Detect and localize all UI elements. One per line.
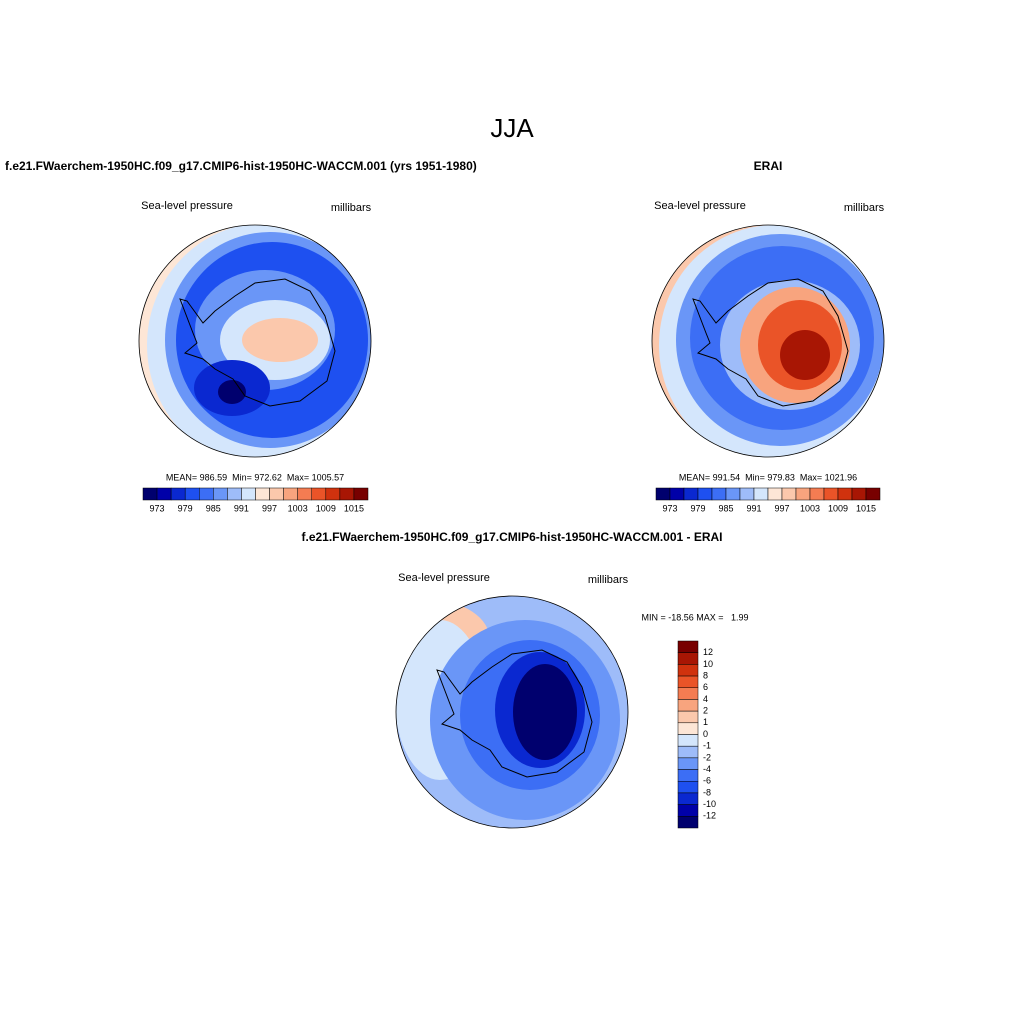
colorbar-label: 4 (703, 694, 708, 704)
colorbar-box (677, 792, 699, 805)
colorbar-label: 8 (703, 670, 708, 680)
colorbar-label: 973 (662, 503, 677, 513)
figure-title: JJA (490, 113, 534, 143)
colorbar-box (677, 816, 699, 829)
colorbar-box (697, 487, 713, 501)
panel-title: f.e21.FWaerchem-1950HC.f09_g17.CMIP6-his… (5, 159, 477, 173)
colorbar-box (677, 664, 699, 677)
colorbar-box (767, 487, 783, 501)
colorbar-box (677, 745, 699, 759)
colorbar-label: 1009 (316, 503, 336, 513)
right-label: millibars (331, 202, 372, 214)
colorbar-box (677, 804, 699, 817)
colorbar-box (255, 487, 270, 501)
colorbar-box (199, 487, 214, 501)
colorbar-label: 985 (206, 503, 221, 513)
colorbar-box (156, 487, 172, 501)
colorbar-box (809, 487, 825, 501)
colorbar-box (297, 487, 312, 501)
colorbar-box (683, 487, 699, 501)
colorbar-box (353, 487, 369, 501)
colorbar-box (170, 487, 186, 501)
colorbar-label: 1003 (288, 503, 308, 513)
map-1 (139, 225, 371, 457)
colorbar-box (269, 487, 284, 501)
map-border (395, 595, 629, 829)
colorbar-box (677, 757, 699, 770)
colorbar-label: 991 (746, 503, 761, 513)
colorbar-box (213, 487, 228, 501)
colorbar-box (227, 487, 242, 501)
stats: MEAN= 986.59 Min= 972.62 Max= 1005.57 (166, 472, 344, 482)
right-label: millibars (588, 574, 629, 586)
left-label: Sea-level pressure (398, 572, 490, 584)
colorbar-label: 997 (774, 503, 789, 513)
colorbar-label: 1 (703, 717, 708, 727)
map-border (651, 224, 885, 458)
colorbar-box (311, 487, 327, 501)
colorbar-box (823, 487, 839, 501)
panel-title: f.e21.FWaerchem-1950HC.f09_g17.CMIP6-his… (301, 530, 722, 544)
left-label: Sea-level pressure (654, 200, 746, 212)
colorbar-box (865, 487, 881, 501)
colorbar-box (677, 687, 699, 700)
colorbar-box (753, 487, 769, 501)
map-2 (652, 225, 884, 457)
colorbar-label: 10 (703, 659, 713, 669)
colorbar-box (677, 722, 699, 735)
colorbar-label: 1003 (800, 503, 820, 513)
colorbar-box (677, 640, 699, 653)
colorbar-label: 979 (178, 503, 193, 513)
colorbar-box (677, 769, 699, 782)
colorbar-box (781, 487, 797, 501)
colorbar-label: 12 (703, 647, 713, 657)
left-label: Sea-level pressure (141, 200, 233, 212)
colorbar-label: -12 (703, 811, 716, 821)
colorbar-label: -1 (703, 741, 711, 751)
colorbar-box (241, 487, 256, 501)
colorbar-box (677, 734, 699, 747)
colorbar-box (655, 487, 671, 501)
stats: MEAN= 991.54 Min= 979.83 Max= 1021.96 (679, 472, 857, 482)
colorbar-label: 997 (262, 503, 277, 513)
colorbar-box (283, 487, 298, 501)
map-3 (396, 596, 628, 828)
colorbar-box (711, 487, 727, 501)
colorbar-box (142, 487, 158, 501)
colorbar-box (837, 487, 853, 501)
colorbar-box (725, 487, 741, 501)
colorbar-label: 973 (150, 503, 165, 513)
colorbar-label: -2 (703, 752, 711, 762)
colorbar-box (184, 487, 200, 501)
colorbar-box (677, 710, 699, 724)
colorbar-box (677, 675, 699, 688)
colorbar-label: -10 (703, 799, 716, 809)
colorbar-label: 1015 (856, 503, 876, 513)
colorbar-label: -4 (703, 764, 711, 774)
colorbar-label: 991 (234, 503, 249, 513)
colorbar-label: 979 (690, 503, 705, 513)
colorbar-box (339, 487, 355, 501)
colorbar-label: 985 (718, 503, 733, 513)
colorbar-label: -8 (703, 787, 711, 797)
colorbar-box (677, 781, 699, 794)
colorbar-label: 0 (703, 729, 708, 739)
colorbar-box (677, 652, 699, 665)
colorbar-box (795, 487, 811, 501)
panel-title: ERAI (754, 159, 783, 173)
colorbar-label: 1009 (828, 503, 848, 513)
colorbar-label: 6 (703, 682, 708, 692)
colorbar-label: -6 (703, 776, 711, 786)
colorbar-box (739, 487, 755, 501)
colorbar-label: 1015 (344, 503, 364, 513)
colorbar-box (669, 487, 685, 501)
colorbar-label: 2 (703, 706, 708, 716)
stats: MIN = -18.56 MAX = 1.99 (641, 612, 748, 622)
colorbar-box (677, 699, 699, 712)
colorbar-box (851, 487, 867, 501)
colorbar-box (325, 487, 341, 501)
map-border (138, 224, 372, 458)
right-label: millibars (844, 202, 885, 214)
